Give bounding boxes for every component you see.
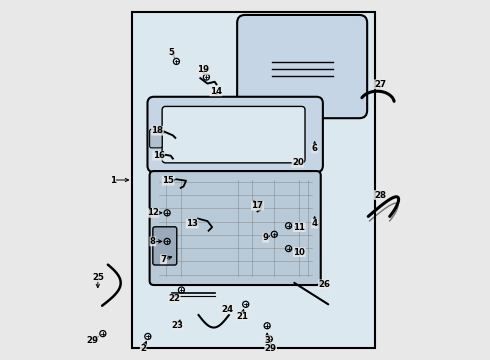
Text: 2: 2 (140, 344, 146, 353)
Text: 10: 10 (294, 248, 305, 257)
Text: 8: 8 (150, 237, 156, 246)
Text: 15: 15 (162, 176, 174, 185)
FancyBboxPatch shape (162, 107, 305, 163)
Text: 27: 27 (374, 80, 386, 89)
Text: 20: 20 (292, 158, 304, 167)
Text: 11: 11 (294, 222, 305, 231)
Text: 4: 4 (312, 219, 318, 228)
Text: 9: 9 (263, 233, 269, 242)
Text: 13: 13 (186, 219, 198, 228)
Text: 29: 29 (265, 344, 277, 353)
Text: 7: 7 (161, 255, 167, 264)
Text: 25: 25 (92, 273, 104, 282)
Text: 23: 23 (172, 321, 184, 330)
Text: 29: 29 (86, 336, 98, 345)
Text: 21: 21 (236, 312, 248, 321)
Text: 26: 26 (318, 280, 330, 289)
Text: 3: 3 (264, 336, 270, 345)
Text: 24: 24 (222, 305, 234, 314)
FancyBboxPatch shape (132, 12, 375, 348)
FancyBboxPatch shape (153, 227, 177, 265)
Text: 14: 14 (210, 87, 222, 96)
Text: 18: 18 (151, 126, 164, 135)
Text: 17: 17 (251, 201, 264, 210)
Text: 19: 19 (197, 66, 209, 75)
Text: 6: 6 (312, 144, 318, 153)
FancyBboxPatch shape (237, 15, 367, 118)
FancyBboxPatch shape (149, 171, 321, 285)
FancyBboxPatch shape (149, 129, 162, 148)
Text: 12: 12 (147, 208, 159, 217)
Text: 5: 5 (169, 48, 175, 57)
Text: 22: 22 (168, 294, 180, 303)
Text: 16: 16 (152, 151, 165, 160)
Text: 28: 28 (374, 190, 386, 199)
FancyBboxPatch shape (147, 97, 323, 172)
Text: 1: 1 (110, 176, 116, 185)
